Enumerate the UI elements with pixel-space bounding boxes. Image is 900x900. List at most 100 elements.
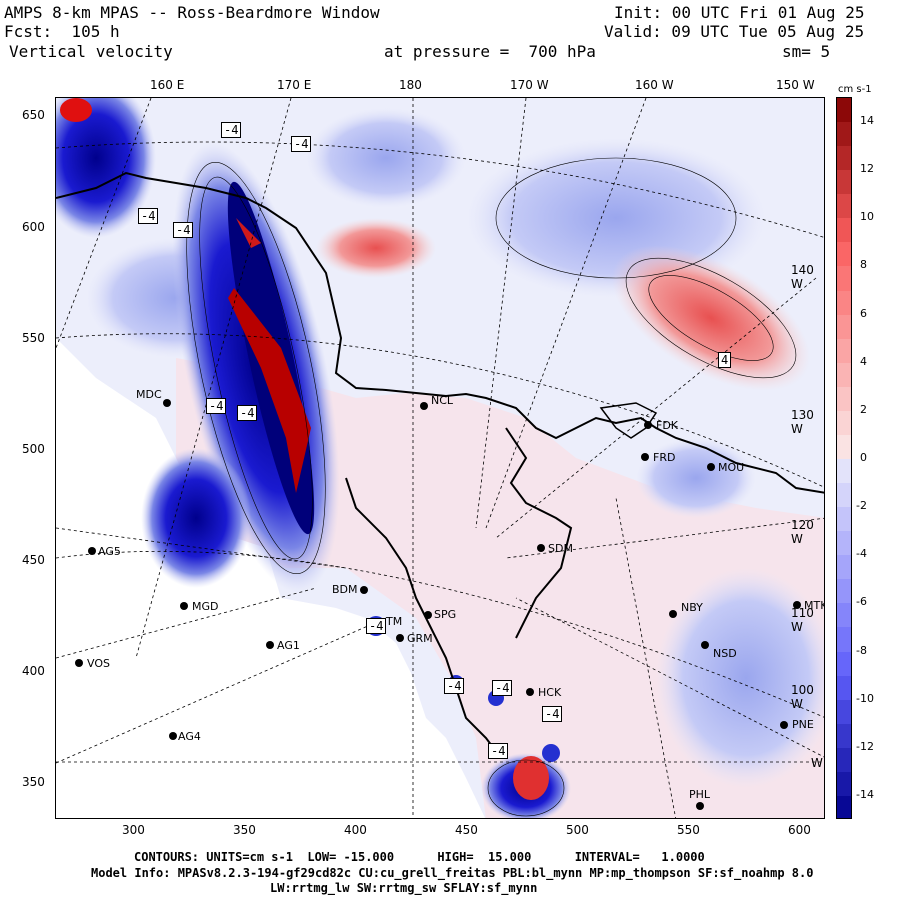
station-dot <box>420 402 428 410</box>
ascent-stripe <box>228 288 311 493</box>
station-label: MOU <box>718 461 745 474</box>
colorbar-segment <box>837 242 851 267</box>
colorbar-label: 12 <box>860 162 874 176</box>
station-label: GRM <box>407 632 433 645</box>
contour-lines <box>186 157 797 817</box>
ascent-core <box>513 756 549 800</box>
colorbar-segment <box>837 98 851 123</box>
colorbar-label: -12 <box>856 739 874 753</box>
colorbar-segment <box>837 386 851 412</box>
colorbar-label: -6 <box>856 595 867 609</box>
station-dot <box>696 802 704 810</box>
colorbar-segment <box>837 434 851 460</box>
station-label: AG5 <box>98 545 121 558</box>
colorbar-label: -8 <box>856 643 867 657</box>
colorbar-label: 6 <box>860 306 867 320</box>
colorbar-segment <box>837 266 851 292</box>
colorbar-label: 8 <box>860 258 867 272</box>
colorbar-segment <box>837 459 851 484</box>
station-dot <box>266 641 274 649</box>
station-label: NSD <box>713 647 737 660</box>
top-lon-label: 150 W <box>776 78 815 92</box>
colorbar-segment <box>837 146 851 171</box>
colorbar-label: 10 <box>860 210 874 224</box>
left-axis-label: 500 <box>22 442 45 456</box>
station-label: AG4 <box>178 730 201 743</box>
station-dot <box>360 586 368 594</box>
colorbar-segment <box>837 699 851 725</box>
valid-time: Valid: 09 UTC Tue 05 Aug 25 <box>604 22 865 41</box>
colorbar-segment <box>837 555 851 580</box>
graticule <box>56 98 824 818</box>
station-label: TM <box>386 615 403 628</box>
station-label: HCK <box>538 686 562 699</box>
map-title: AMPS 8-km MPAS -- Ross-Beardmore Window <box>4 3 380 22</box>
station-dot <box>526 688 534 696</box>
station-dot <box>641 453 649 461</box>
colorbar-segment <box>837 675 851 701</box>
bottom-axis-label: 600 <box>788 823 811 837</box>
station-dot <box>424 611 432 619</box>
coastline <box>345 477 502 759</box>
station-dot <box>793 601 801 609</box>
station-label: PNE <box>792 718 814 731</box>
colorbar-label: 2 <box>860 402 867 416</box>
contour-label: -4 <box>237 405 258 421</box>
contour-label: -4 <box>542 706 563 722</box>
station-dot <box>180 602 188 610</box>
left-axis-label: 650 <box>22 108 45 122</box>
bottom-axis-label: 400 <box>344 823 367 837</box>
contour-label: -4 <box>291 136 312 152</box>
station-dot <box>669 610 677 618</box>
ascent-core <box>60 98 92 122</box>
colorbar-segment <box>837 290 851 316</box>
grounding-line <box>505 427 573 639</box>
contour-info: CONTOURS: UNITS=cm s-1 LOW= -15.000 HIGH… <box>134 850 705 864</box>
contour-label: -4 <box>173 222 194 238</box>
colorbar-label: 4 <box>860 354 867 368</box>
contour-label: -4 <box>492 680 513 696</box>
smoothing: sm= 5 <box>782 42 831 61</box>
station-label: MGD <box>192 600 219 613</box>
colorbar-segment <box>837 122 851 147</box>
left-axis-label: 550 <box>22 331 45 345</box>
station-label: MTK <box>804 599 824 612</box>
top-lon-label: 170 W <box>510 78 549 92</box>
station-dot <box>644 421 652 429</box>
top-lon-label: 160 E <box>150 78 185 92</box>
contour-label: 4 <box>718 352 732 368</box>
contour-label: -4 <box>206 398 227 414</box>
colorbar-segment <box>837 531 851 556</box>
descent-band <box>56 98 156 238</box>
station-label: SPG <box>434 608 457 621</box>
contour-label: -4 <box>138 208 159 224</box>
contour-label: -4 <box>366 618 387 634</box>
colorbar-label: -10 <box>856 691 874 705</box>
left-axis-label: 600 <box>22 220 45 234</box>
station-label: SDM <box>548 542 573 555</box>
colorbar-segment <box>837 483 851 508</box>
vertical-velocity-map: -4 -4 -4 -4 -4 -4 -4 -4 -4 -4 -4 4 140 W… <box>55 97 825 819</box>
station-dot <box>537 544 545 552</box>
contour-label: -4 <box>444 678 465 694</box>
station-label: NBY <box>681 601 703 614</box>
left-axis-label: 450 <box>22 553 45 567</box>
station-dot <box>169 732 177 740</box>
model-info: Model Info: MPASv8.2.3-194-gf29cd82c CU:… <box>91 866 814 880</box>
colorbar-segment <box>837 194 851 219</box>
colorbar <box>836 97 852 819</box>
contour-label: -4 <box>488 743 509 759</box>
colorbar-segment <box>837 362 851 388</box>
model-info-physics: LW:rrtmg_lw SW:rrtmg_sw SFLAY:sf_mynn <box>270 881 538 895</box>
bottom-axis-label: 550 <box>677 823 700 837</box>
station-label: MDC <box>136 388 162 401</box>
pressure-level: at pressure = 700 hPa <box>384 42 596 61</box>
light-blue-region <box>306 108 466 208</box>
colorbar-label: -2 <box>856 499 867 513</box>
top-lon-label: 180 <box>399 78 422 92</box>
init-time: Init: 00 UTC Fri 01 Aug 25 <box>614 3 865 22</box>
station-label: PHL <box>689 788 711 801</box>
field-name: Vertical velocity <box>9 42 173 61</box>
left-axis-label: 350 <box>22 775 45 789</box>
colorbar-label: -4 <box>856 547 867 561</box>
